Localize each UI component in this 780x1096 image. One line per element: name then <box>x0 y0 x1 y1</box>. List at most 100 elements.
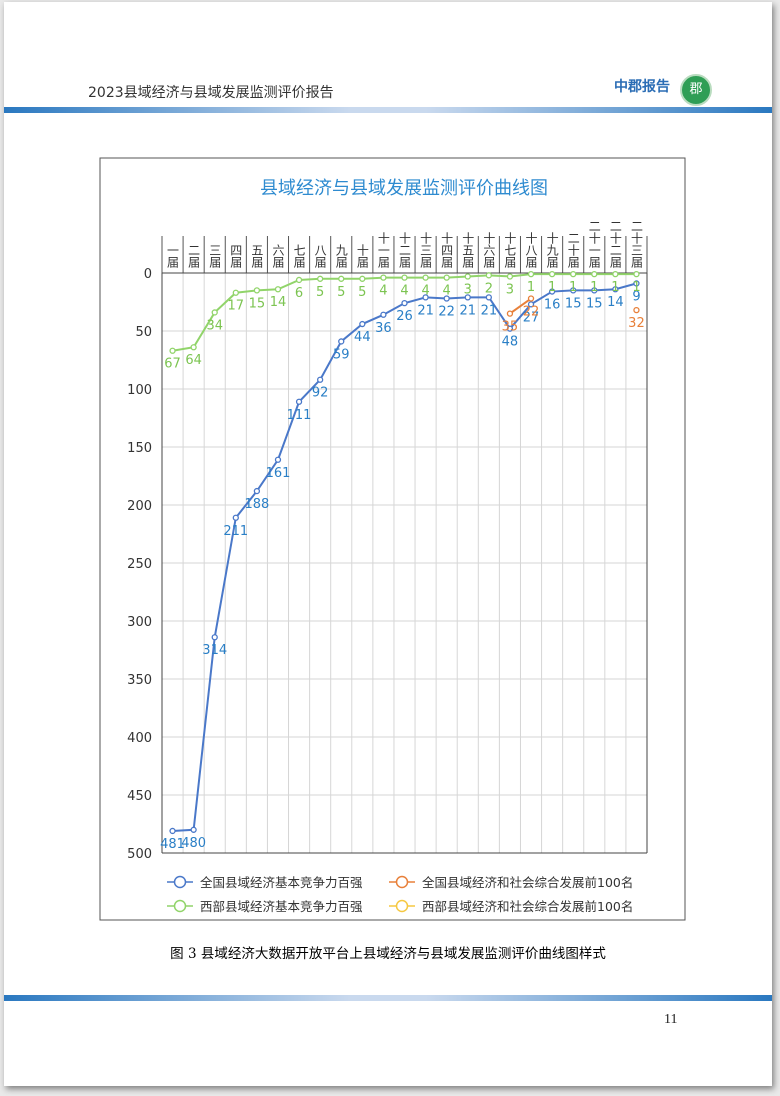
series-point <box>422 274 429 281</box>
data-label: 4 <box>400 284 408 299</box>
series-point <box>443 295 450 302</box>
x-tick-label: 十五届 <box>461 232 475 269</box>
chart-title: 县域经济与县域发展监测评价曲线图 <box>260 178 548 199</box>
header-title: 2023县域经济与县域发展监测评价报告 <box>88 85 334 101</box>
series-point <box>633 271 640 278</box>
series-point <box>506 310 514 317</box>
y-tick-label: 150 <box>127 441 152 456</box>
series-line <box>509 297 532 315</box>
series-point <box>211 309 218 316</box>
data-label: 44 <box>354 330 371 345</box>
legend-marker <box>173 899 187 913</box>
x-tick-label: 八届 <box>313 244 327 269</box>
caption: 图 3 县域经济大数据开放平台上县域经济与县域发展监测评价曲线图样式 <box>170 946 606 962</box>
logo-text: 中郡报告 <box>614 79 670 95</box>
series-point <box>633 280 640 287</box>
y-tick-label: 100 <box>127 383 152 398</box>
series-point <box>485 272 492 279</box>
x-tick-label: 二十一届 <box>587 220 601 269</box>
y-tick-label: 450 <box>127 789 152 804</box>
x-tick-label: 十二届 <box>398 232 412 269</box>
x-tick-label: 二届 <box>187 244 201 269</box>
data-label: 27 <box>523 310 540 325</box>
data-label: 3 <box>464 282 472 297</box>
data-label: 21 <box>481 303 498 318</box>
series-point <box>169 347 176 354</box>
series-point <box>211 634 218 641</box>
data-label: 480 <box>181 836 206 851</box>
data-label: 4 <box>443 284 451 299</box>
series-point <box>527 271 535 278</box>
series-point <box>253 487 261 495</box>
data-label: 92 <box>312 386 329 401</box>
x-tick-label: 十四届 <box>440 232 454 269</box>
data-label: 5 <box>358 285 366 300</box>
series-point <box>527 295 535 302</box>
y-tick-label: 300 <box>127 615 152 630</box>
series-point <box>570 287 577 294</box>
x-tick-label: 七届 <box>292 244 306 269</box>
data-label: 48 <box>502 335 519 350</box>
legend-marker <box>173 875 187 889</box>
page-number: 11 <box>664 1012 678 1027</box>
x-tick-label: 二十二届 <box>608 220 622 269</box>
x-tick-label: 十七届 <box>503 232 517 269</box>
data-label: 59 <box>333 347 350 362</box>
legend-label: 西部县域经济基本竞争力百强 <box>200 899 363 914</box>
logo-mark: 郡 <box>680 74 712 106</box>
series-point <box>401 274 408 281</box>
y-tick-label: 350 <box>127 673 152 688</box>
data-label: 3 <box>506 282 514 297</box>
x-tick-label: 九届 <box>334 244 348 269</box>
legend-marker <box>395 875 409 889</box>
series-point <box>359 275 366 282</box>
chart: 县域经济与县域发展监测评价曲线图 0 50 100 150 200 250 300 350 40… <box>99 157 686 921</box>
series-point <box>295 276 303 284</box>
data-label: 1 <box>611 280 619 295</box>
series-point <box>338 338 345 345</box>
series-point <box>485 294 492 301</box>
data-label: 17 <box>228 299 245 314</box>
legend-label: 西部县域经济和社会综合发展前100名 <box>422 899 633 914</box>
series-point <box>253 287 261 294</box>
chart-frame <box>99 157 686 921</box>
x-tick-label: 五届 <box>250 244 264 269</box>
series-point <box>359 320 366 328</box>
series-point <box>527 301 535 308</box>
series-point <box>612 271 619 278</box>
data-label: 21 <box>459 303 476 318</box>
data-label: 6 <box>295 286 303 301</box>
x-tick-label: 二十三届 <box>629 220 643 269</box>
series-point <box>506 273 514 280</box>
data-label: 5 <box>337 285 345 300</box>
y-tick-label: 200 <box>127 499 152 514</box>
x-tick-label: 六届 <box>271 244 285 269</box>
data-label: 1 <box>632 280 640 295</box>
data-label: 32 <box>628 316 645 331</box>
footer-bar <box>4 995 772 1001</box>
series-point <box>190 344 197 351</box>
data-label: 26 <box>396 309 413 324</box>
x-tick-label: 十一届 <box>376 232 390 269</box>
x-tick-label: 十九届 <box>545 232 559 269</box>
data-label: 1 <box>548 280 556 295</box>
x-tick-label: 二十届 <box>566 232 580 269</box>
x-tick-label: 四届 <box>229 244 243 269</box>
legend-label: 全国县域经济和社会综合发展前100名 <box>422 875 633 890</box>
x-tick-label: 十三届 <box>419 232 433 269</box>
series-point <box>591 287 598 294</box>
x-tick-label: 十六届 <box>482 232 496 269</box>
y-tick-label: 500 <box>127 847 152 862</box>
series-point <box>169 827 176 835</box>
y-tick-label: 50 <box>135 325 152 340</box>
data-label: 188 <box>244 497 269 512</box>
data-label: 22 <box>438 305 455 320</box>
data-label: 1 <box>527 280 535 295</box>
series-point <box>190 826 197 833</box>
series-point <box>548 271 556 278</box>
series-point <box>570 271 577 278</box>
series-point <box>506 325 514 332</box>
data-label: 34 <box>206 318 223 333</box>
series-point <box>380 311 387 318</box>
